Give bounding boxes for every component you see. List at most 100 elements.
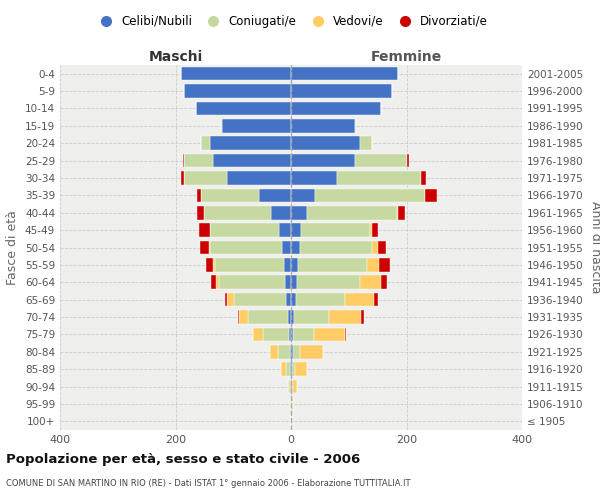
Bar [213, 258, 215, 272]
Text: Popolazione per età, sesso e stato civile - 2006: Popolazione per età, sesso e stato civil… [6, 452, 360, 466]
Bar [360, 276, 380, 289]
Bar [238, 310, 239, 324]
Bar [199, 224, 209, 237]
Bar [355, 154, 407, 168]
Bar [216, 276, 219, 289]
Bar [205, 206, 271, 220]
Bar [278, 345, 290, 358]
Bar [271, 206, 291, 220]
Bar [291, 258, 298, 272]
Bar [209, 240, 210, 254]
Bar [291, 224, 301, 237]
Text: COMUNE DI SAN MARTINO IN RIO (RE) - Dati ISTAT 1° gennaio 2006 - Elaborazione TU: COMUNE DI SAN MARTINO IN RIO (RE) - Dati… [6, 479, 410, 488]
Bar [289, 328, 291, 341]
Bar [367, 258, 379, 272]
Bar [210, 240, 283, 254]
Legend: Celibi/Nubili, Coniugati/e, Vedovi/e, Divorziati/e: Celibi/Nubili, Coniugati/e, Vedovi/e, Di… [91, 12, 491, 30]
Bar [355, 119, 356, 132]
Bar [181, 171, 184, 185]
Bar [291, 362, 292, 376]
Bar [202, 188, 259, 202]
Bar [425, 188, 437, 202]
Bar [210, 136, 291, 150]
Bar [397, 206, 398, 220]
Bar [345, 293, 374, 306]
Bar [200, 240, 209, 254]
Bar [183, 154, 184, 168]
Bar [421, 171, 425, 185]
Bar [288, 380, 289, 394]
Bar [215, 258, 284, 272]
Bar [259, 188, 291, 202]
Bar [202, 136, 210, 150]
Bar [398, 206, 405, 220]
Bar [211, 276, 216, 289]
Bar [248, 310, 288, 324]
Bar [292, 380, 293, 394]
Bar [293, 380, 298, 394]
Bar [221, 119, 222, 132]
Bar [298, 258, 367, 272]
Bar [284, 258, 291, 272]
Bar [291, 171, 337, 185]
Bar [407, 154, 409, 168]
Bar [206, 258, 213, 272]
Bar [197, 206, 205, 220]
Bar [269, 345, 278, 358]
Bar [291, 206, 307, 220]
Bar [299, 345, 323, 358]
Bar [293, 328, 314, 341]
Bar [291, 84, 392, 98]
Bar [373, 224, 378, 237]
Bar [380, 276, 388, 289]
Bar [295, 310, 329, 324]
Bar [280, 224, 291, 237]
Bar [281, 362, 286, 376]
Bar [296, 293, 345, 306]
Bar [360, 136, 372, 150]
Bar [314, 328, 345, 341]
Bar [291, 240, 299, 254]
Text: Femmine: Femmine [371, 50, 442, 64]
Bar [184, 154, 213, 168]
Bar [184, 171, 227, 185]
Bar [301, 224, 370, 237]
Bar [291, 188, 315, 202]
Bar [291, 345, 293, 358]
Bar [291, 136, 360, 150]
Bar [291, 310, 295, 324]
Bar [291, 276, 297, 289]
Bar [370, 224, 373, 237]
Bar [227, 171, 291, 185]
Bar [291, 328, 293, 341]
Bar [184, 84, 291, 98]
Bar [372, 240, 377, 254]
Bar [227, 293, 235, 306]
Bar [337, 171, 421, 185]
Bar [283, 240, 291, 254]
Bar [361, 310, 364, 324]
Bar [222, 119, 291, 132]
Bar [297, 276, 360, 289]
Bar [292, 362, 295, 376]
Bar [291, 119, 355, 132]
Bar [295, 362, 307, 376]
Bar [197, 188, 202, 202]
Bar [291, 67, 398, 80]
Y-axis label: Fasce di età: Fasce di età [7, 210, 19, 285]
Bar [210, 224, 280, 237]
Bar [235, 293, 286, 306]
Bar [292, 397, 293, 410]
Bar [219, 276, 285, 289]
Bar [288, 310, 291, 324]
Bar [307, 206, 397, 220]
Bar [286, 293, 291, 306]
Bar [299, 240, 372, 254]
Bar [253, 328, 263, 341]
Bar [291, 154, 355, 168]
Bar [379, 258, 391, 272]
Y-axis label: Anni di nascita: Anni di nascita [589, 201, 600, 294]
Bar [374, 293, 378, 306]
Bar [239, 310, 248, 324]
Bar [224, 293, 227, 306]
